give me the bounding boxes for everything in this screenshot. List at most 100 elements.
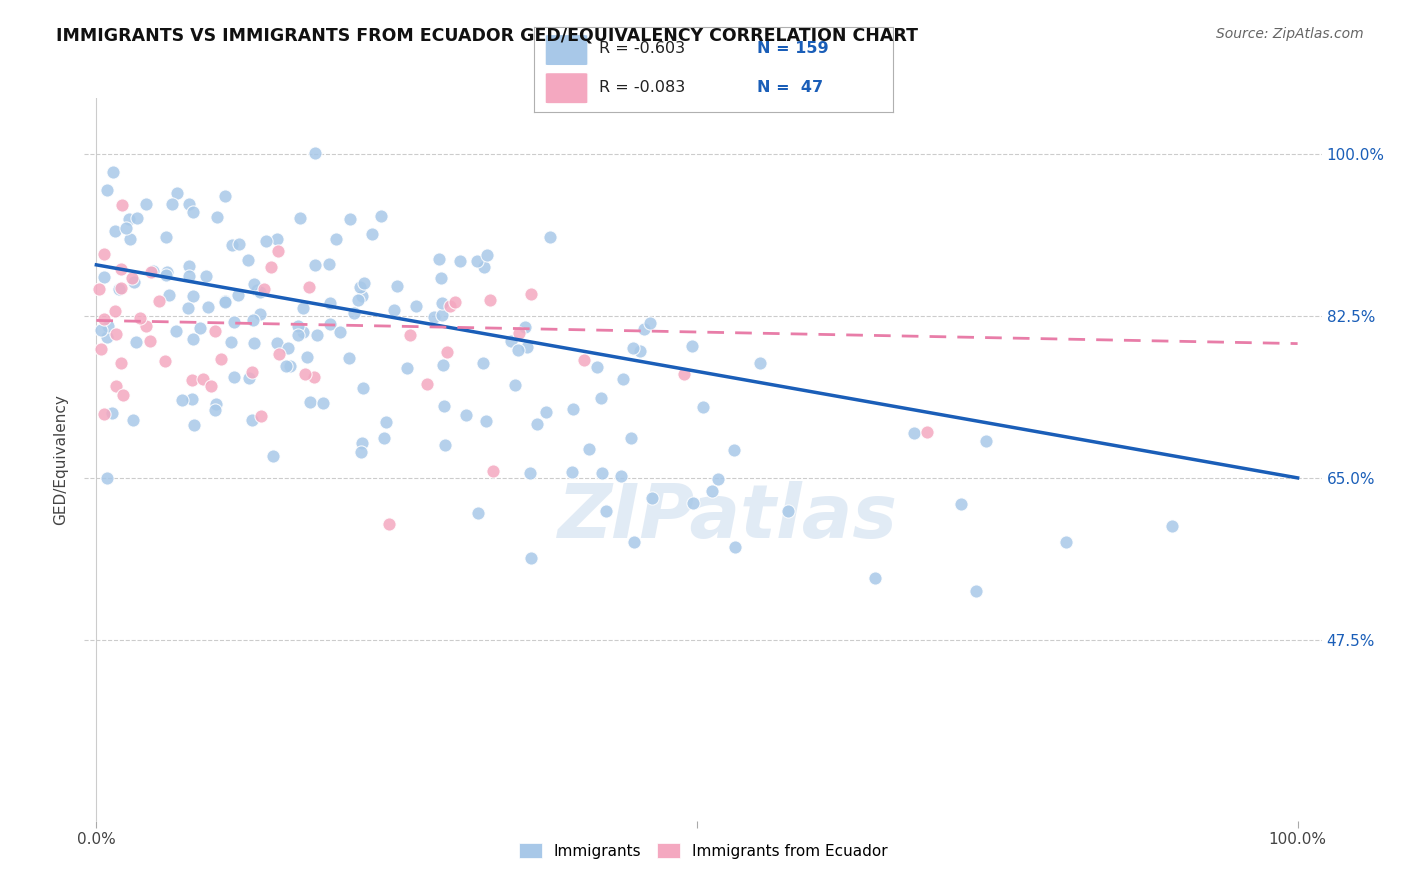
Point: [508, 326, 530, 340]
Point: [87, 282, 110, 296]
Point: [610, 469, 633, 483]
Point: [965, 584, 987, 599]
Point: [108, 282, 131, 296]
Point: [176, 301, 198, 316]
Point: [623, 534, 645, 549]
Point: [534, 405, 557, 419]
Point: [101, 164, 124, 178]
Point: [319, 317, 342, 331]
Point: [396, 361, 419, 376]
Point: [349, 280, 371, 294]
Point: [346, 293, 368, 307]
Point: [90, 342, 112, 356]
Point: [353, 276, 375, 290]
Point: [155, 268, 177, 283]
Point: [177, 259, 200, 273]
Text: N = 159: N = 159: [756, 41, 828, 56]
Point: [641, 491, 664, 506]
Point: [200, 378, 222, 392]
Point: [291, 326, 314, 340]
FancyBboxPatch shape: [546, 72, 588, 103]
Point: [578, 442, 600, 457]
Point: [378, 517, 401, 532]
Point: [707, 472, 730, 486]
Point: [267, 346, 290, 360]
Point: [519, 467, 541, 481]
Point: [467, 506, 489, 520]
Point: [221, 238, 243, 252]
Point: [110, 281, 132, 295]
Point: [343, 306, 366, 320]
Point: [249, 307, 271, 321]
Point: [465, 254, 488, 268]
Point: [172, 392, 194, 407]
FancyBboxPatch shape: [546, 35, 588, 66]
Point: [177, 196, 200, 211]
Point: [595, 503, 617, 517]
Y-axis label: GED/Equivalency: GED/Equivalency: [53, 394, 69, 524]
Point: [638, 316, 661, 330]
Point: [238, 371, 260, 385]
Point: [375, 415, 398, 429]
Point: [274, 359, 297, 373]
Point: [865, 571, 887, 585]
Point: [339, 212, 361, 227]
Point: [121, 271, 143, 285]
Point: [280, 359, 302, 373]
Point: [700, 484, 723, 499]
Point: [156, 265, 179, 279]
Point: [249, 285, 271, 299]
Point: [682, 496, 704, 510]
Point: [195, 269, 218, 284]
Point: [224, 315, 246, 329]
Point: [111, 198, 134, 212]
Point: [917, 425, 939, 439]
Point: [118, 232, 141, 246]
Point: [93, 247, 115, 261]
Point: [513, 319, 536, 334]
Point: [288, 211, 311, 225]
Point: [562, 401, 585, 416]
Point: [250, 409, 273, 424]
Text: Source: ZipAtlas.com: Source: ZipAtlas.com: [1216, 27, 1364, 41]
Point: [436, 345, 458, 359]
Point: [620, 431, 643, 445]
Point: [434, 438, 457, 452]
Point: [135, 319, 157, 334]
Point: [205, 210, 228, 224]
Point: [204, 402, 226, 417]
Point: [219, 334, 242, 349]
Point: [503, 378, 526, 392]
Point: [454, 409, 477, 423]
Point: [506, 343, 529, 357]
Point: [224, 370, 246, 384]
Point: [628, 343, 651, 358]
Point: [157, 288, 180, 302]
Point: [197, 300, 219, 314]
Point: [423, 310, 446, 324]
Point: [96, 183, 118, 197]
Point: [104, 223, 127, 237]
Point: [111, 388, 134, 402]
Point: [430, 296, 453, 310]
Point: [260, 260, 283, 275]
Point: [246, 283, 269, 297]
Point: [444, 294, 467, 309]
Point: [430, 271, 453, 285]
Point: [304, 145, 326, 160]
Point: [253, 282, 276, 296]
Point: [312, 395, 335, 409]
Point: [165, 324, 187, 338]
Point: [294, 367, 316, 381]
Point: [287, 319, 309, 334]
Text: ZIPatlas: ZIPatlas: [558, 481, 898, 554]
Point: [724, 540, 747, 554]
Point: [538, 230, 561, 244]
Point: [93, 270, 115, 285]
Point: [298, 279, 321, 293]
Point: [723, 442, 745, 457]
Point: [153, 354, 176, 368]
Point: [305, 328, 328, 343]
Point: [1160, 518, 1182, 533]
Point: [516, 340, 538, 354]
